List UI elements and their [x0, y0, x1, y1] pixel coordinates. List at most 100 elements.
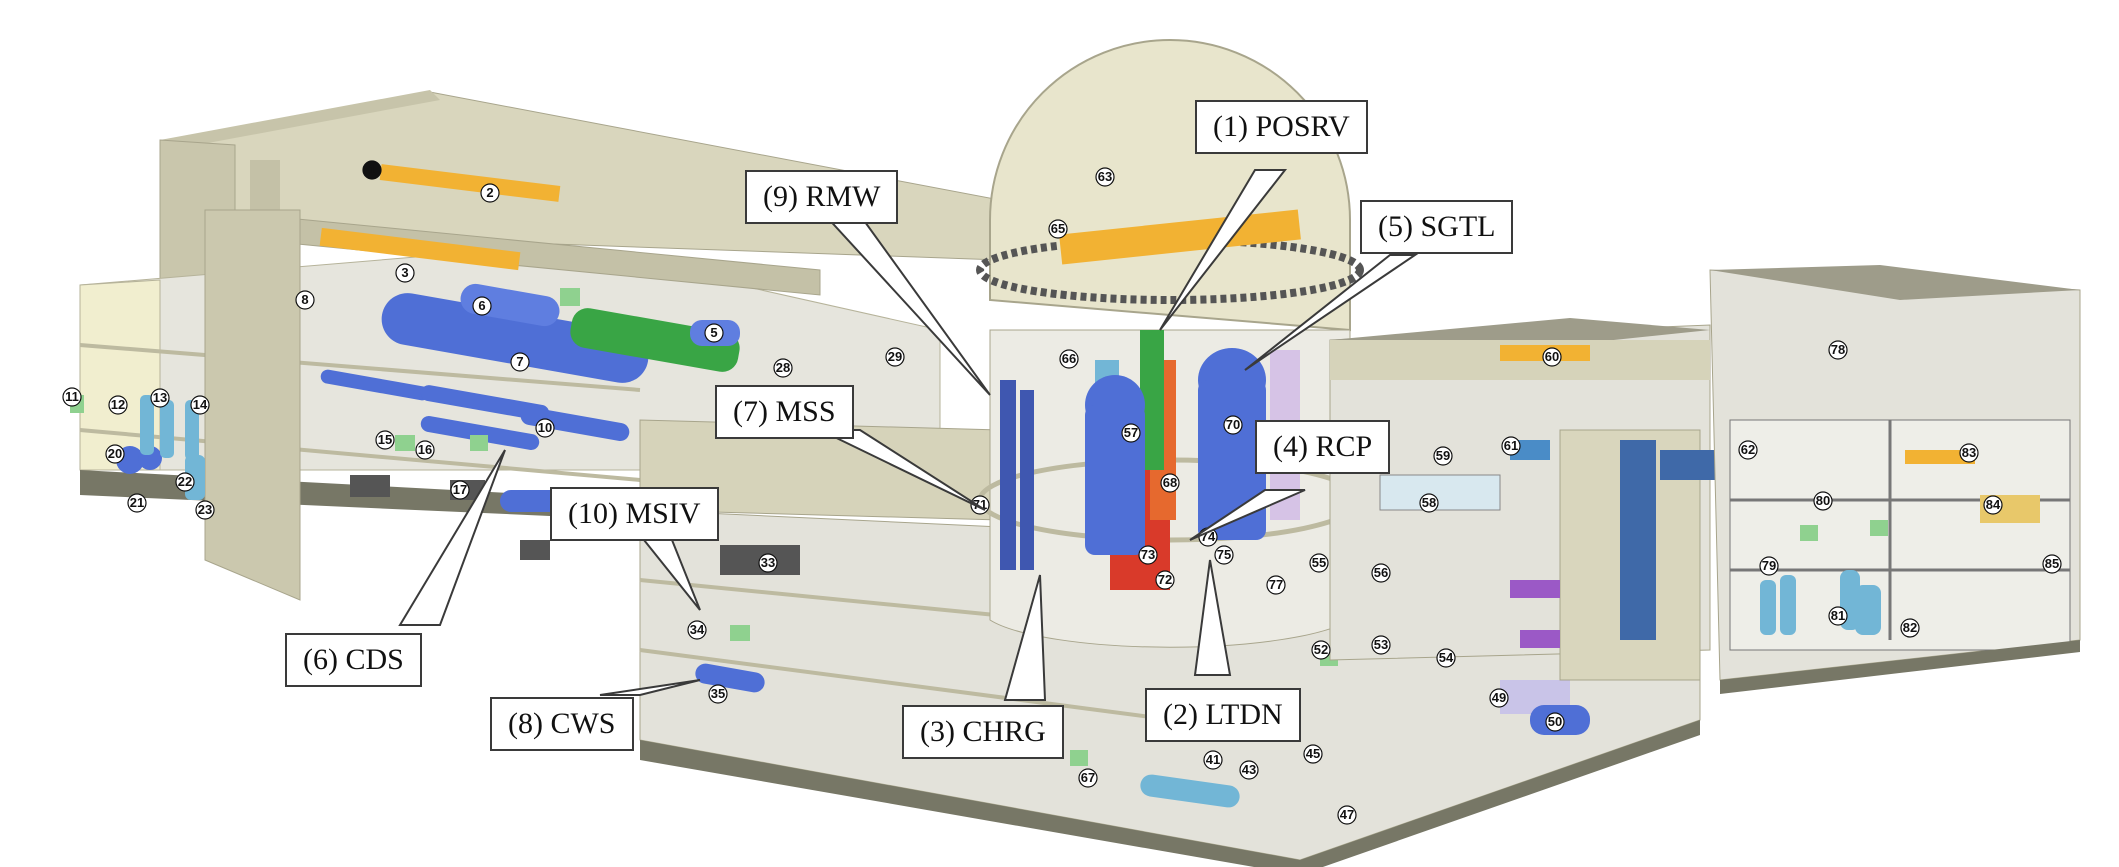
equipment-tag-59: 59: [1433, 446, 1453, 466]
equipment-tag-54: 54: [1436, 648, 1456, 668]
equipment-tag-57: 57: [1121, 423, 1141, 443]
equipment-tag-3: 3: [395, 263, 415, 283]
svg-text:17: 17: [453, 482, 467, 497]
equipment-tag-7: 7: [510, 352, 530, 372]
equipment-tag-34: 34: [687, 620, 707, 640]
equipment-tag-55: 55: [1309, 553, 1329, 573]
svg-text:54: 54: [1439, 650, 1454, 665]
equipment-tag-49: 49: [1489, 688, 1509, 708]
equipment-tag-75: 75: [1214, 545, 1234, 565]
equipment-tag-80: 80: [1813, 491, 1833, 511]
svg-text:52: 52: [1314, 642, 1328, 657]
equipment-tag-8: 8: [295, 290, 315, 310]
equipment-tag-65: 65: [1048, 219, 1068, 239]
callout-posrv-label: (1) POSRV: [1213, 110, 1350, 143]
svg-text:63: 63: [1098, 169, 1112, 184]
leader-cds: [398, 449, 506, 626]
svg-text:43: 43: [1242, 762, 1256, 777]
radwaste-building: [1709, 265, 2081, 694]
svg-text:13: 13: [153, 390, 167, 405]
callout-cws: (8) CWS: [490, 697, 634, 751]
equipment-tag-21: 21: [127, 493, 147, 513]
equipment-tag-58: 58: [1419, 493, 1439, 513]
svg-text:84: 84: [1986, 497, 2001, 512]
svg-text:73: 73: [1141, 547, 1155, 562]
svg-text:35: 35: [711, 686, 725, 701]
svg-text:12: 12: [111, 397, 125, 412]
svg-text:50: 50: [1548, 714, 1562, 729]
svg-text:2: 2: [486, 185, 493, 200]
callout-rmw: (9) RMW: [745, 170, 899, 224]
svg-text:56: 56: [1374, 565, 1388, 580]
callout-cds: (6) CDS: [285, 633, 422, 687]
equipment-tag-62: 62: [1738, 440, 1758, 460]
equipment-tag-47: 47: [1337, 805, 1357, 825]
svg-text:21: 21: [130, 495, 144, 510]
svg-text:23: 23: [198, 502, 212, 517]
leader-cws: [599, 679, 701, 696]
equipment-tag-41: 41: [1203, 750, 1223, 770]
equipment-tag-53: 53: [1371, 635, 1391, 655]
callout-rmw-label: (9) RMW: [763, 180, 881, 213]
equipment-tag-52: 52: [1311, 640, 1331, 660]
svg-text:16: 16: [418, 442, 432, 457]
equipment-tag-22: 22: [175, 472, 195, 492]
svg-text:15: 15: [378, 432, 392, 447]
equipment-tag-15: 15: [375, 430, 395, 450]
svg-text:41: 41: [1206, 752, 1220, 767]
svg-text:70: 70: [1226, 417, 1240, 432]
equipment-tag-82: 82: [1900, 618, 1920, 638]
leader-ltdn: [1193, 559, 1232, 676]
svg-text:10: 10: [538, 420, 552, 435]
svg-text:85: 85: [2045, 556, 2059, 571]
svg-text:22: 22: [178, 474, 192, 489]
equipment-tag-70: 70: [1223, 415, 1243, 435]
svg-text:49: 49: [1492, 690, 1506, 705]
svg-text:5: 5: [710, 325, 717, 340]
equipment-tag-6: 6: [472, 296, 492, 316]
svg-text:81: 81: [1831, 608, 1845, 623]
equipment-tag-13: 13: [150, 388, 170, 408]
callout-cds-label: (6) CDS: [303, 643, 404, 676]
svg-text:80: 80: [1816, 493, 1830, 508]
svg-text:75: 75: [1217, 547, 1231, 562]
svg-text:6: 6: [478, 298, 485, 313]
svg-text:67: 67: [1081, 770, 1095, 785]
callout-posrv: (1) POSRV: [1195, 100, 1368, 154]
equipment-tag-60: 60: [1542, 347, 1562, 367]
equipment-tag-73: 73: [1138, 545, 1158, 565]
equipment-tag-84: 84: [1983, 495, 2003, 515]
callout-ltdn-label: (2) LTDN: [1163, 698, 1283, 731]
svg-text:8: 8: [301, 292, 308, 307]
svg-text:68: 68: [1163, 475, 1177, 490]
equipment-tag-12: 12: [108, 395, 128, 415]
svg-text:57: 57: [1124, 425, 1138, 440]
callout-msiv-label: (10) MSIV: [568, 497, 701, 530]
equipment-tag-63: 63: [1095, 167, 1115, 187]
equipment-tag-29: 29: [885, 347, 905, 367]
svg-text:58: 58: [1422, 495, 1436, 510]
equipment-tag-66: 66: [1059, 349, 1079, 369]
equipment-tag-2: 2: [480, 183, 500, 203]
callout-mss-label: (7) MSS: [733, 395, 836, 428]
equipment-tag-67: 67: [1078, 768, 1098, 788]
svg-text:55: 55: [1312, 555, 1326, 570]
callout-mss: (7) MSS: [715, 385, 854, 439]
equipment-tag-14: 14: [190, 395, 210, 415]
svg-text:82: 82: [1903, 620, 1917, 635]
callout-chrg-label: (3) CHRG: [920, 715, 1046, 748]
leader-posrv: [1159, 169, 1288, 331]
svg-text:72: 72: [1158, 572, 1172, 587]
equipment-tag-77: 77: [1266, 575, 1286, 595]
svg-text:59: 59: [1436, 448, 1450, 463]
equipment-tag-83: 83: [1959, 443, 1979, 463]
equipment-tag-20: 20: [105, 444, 125, 464]
svg-text:14: 14: [193, 397, 208, 412]
svg-text:29: 29: [888, 349, 902, 364]
leader-rcp: [1189, 489, 1306, 541]
callout-sgtl-label: (5) SGTL: [1378, 210, 1496, 243]
equipment-tag-45: 45: [1303, 744, 1323, 764]
equipment-tag-68: 68: [1160, 473, 1180, 493]
svg-text:77: 77: [1269, 577, 1283, 592]
